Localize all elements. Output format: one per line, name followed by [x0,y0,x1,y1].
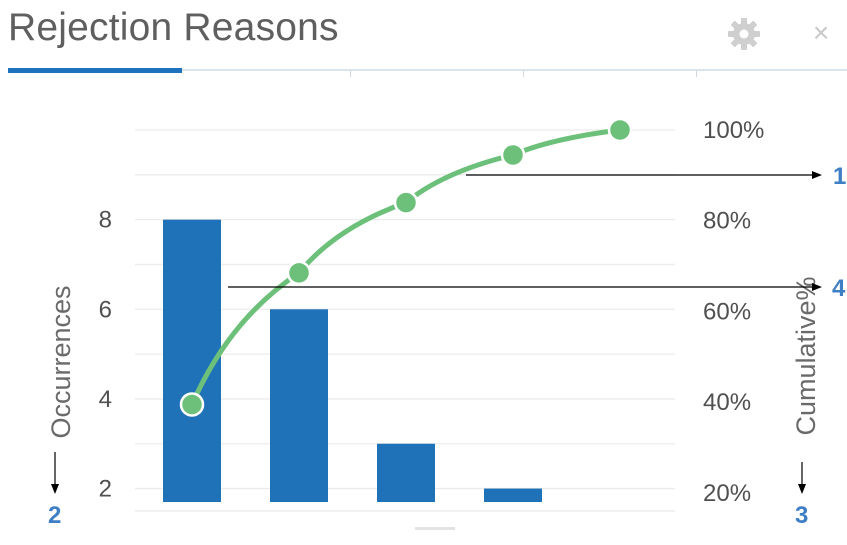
bar[interactable] [484,488,542,502]
cumulative-line-path [189,127,623,407]
y-tick-label: 2 [99,476,112,503]
cumulative-point[interactable] [179,392,205,417]
bar-series [163,219,542,502]
tab-active-indicator[interactable] [8,68,182,73]
y2-tick-label: 40% [703,389,751,416]
tab-bar [8,69,847,71]
cumulative-point[interactable] [607,117,633,143]
callout-arrowhead-1 [812,171,822,179]
callout-annotations: 1 4 2 3 [48,163,846,529]
gear-icon[interactable] [726,16,762,52]
tab-divider [350,71,351,77]
scroll-handle[interactable] [415,527,455,530]
tab-divider [696,71,697,77]
bar[interactable] [377,443,435,502]
y-tick-label: 4 [99,386,112,413]
callout-label-2: 2 [48,502,61,529]
y-tick-label: 8 [99,207,112,234]
y-axis-left-ticks: 2 4 6 8 [99,207,112,503]
y-tick-label: 6 [99,296,112,323]
panel-header: Rejection Reasons × [0,0,847,77]
callout-label-4: 4 [832,275,846,302]
bar[interactable] [270,309,328,502]
cumulative-point[interactable] [393,190,419,215]
close-icon[interactable]: × [812,17,830,48]
callout-label-3: 3 [795,502,808,529]
callout-arrowhead-2 [51,484,59,494]
callout-arrowhead-4 [812,283,822,291]
y-axis-label: Occurrences [46,285,76,438]
callout-arrowhead-3 [798,484,806,494]
y2-tick-label: 80% [703,208,751,235]
tab-divider [523,71,524,77]
panel-title: Rejection Reasons [8,6,339,49]
y2-tick-label: 100% [703,117,764,144]
y2-tick-label: 60% [703,298,751,325]
cumulative-point[interactable] [286,260,312,286]
callout-label-1: 1 [833,163,846,190]
y2-tick-label: 20% [703,480,751,507]
bar[interactable] [163,219,221,502]
y-axis-right-ticks: 20% 40% 60% 80% 100% [703,117,764,507]
y2-axis-label: Cumulative% [791,276,821,435]
cumulative-point[interactable] [500,142,526,168]
cumulative-line [179,117,633,417]
